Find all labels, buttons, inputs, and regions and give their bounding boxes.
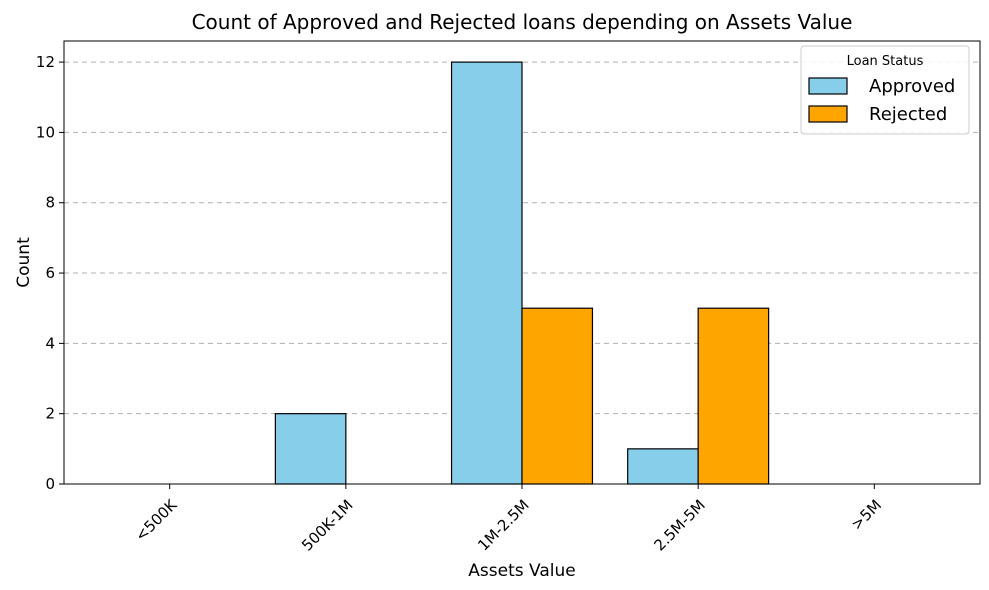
chart-title: Count of Approved and Rejected loans dep… — [192, 10, 853, 34]
x-tick-label: <500K — [132, 495, 182, 545]
x-axis: <500K 500K-1M 1M-2.5M 2.5M-5M >5M — [132, 484, 885, 555]
y-axis: 0 2 4 6 8 10 12 — [36, 53, 64, 493]
y-tick-label: 8 — [45, 194, 55, 212]
x-tick-label: >5M — [848, 496, 886, 534]
x-tick-label: 1M-2.5M — [474, 496, 532, 554]
y-tick-label: 12 — [36, 53, 55, 71]
approved-bar — [627, 448, 699, 485]
y-tick-label: 0 — [45, 475, 55, 493]
legend-label-rejected: Rejected — [869, 104, 947, 125]
x-axis-label: Assets Value — [468, 561, 575, 581]
legend-swatch-rejected — [808, 105, 848, 123]
y-tick-label: 4 — [45, 334, 55, 352]
legend-swatch-approved — [808, 77, 848, 95]
x-tick-label: 500K-1M — [298, 496, 357, 555]
approved-bar — [450, 61, 523, 485]
approved-bar — [274, 413, 347, 485]
legend: Loan Status Approved Rejected — [800, 45, 970, 135]
y-tick-label: 6 — [45, 264, 55, 282]
rejected-bar — [521, 307, 594, 485]
y-axis-label: Count — [14, 237, 34, 288]
y-tick-label: 2 — [45, 405, 55, 423]
x-tick-label: 2.5M-5M — [650, 496, 708, 554]
legend-title: Loan Status — [847, 54, 924, 69]
rejected-bar — [697, 307, 770, 485]
legend-label-approved: Approved — [869, 76, 955, 97]
y-tick-label: 10 — [36, 123, 55, 141]
legend-items: Approved Rejected — [808, 76, 955, 125]
bars — [274, 61, 770, 485]
